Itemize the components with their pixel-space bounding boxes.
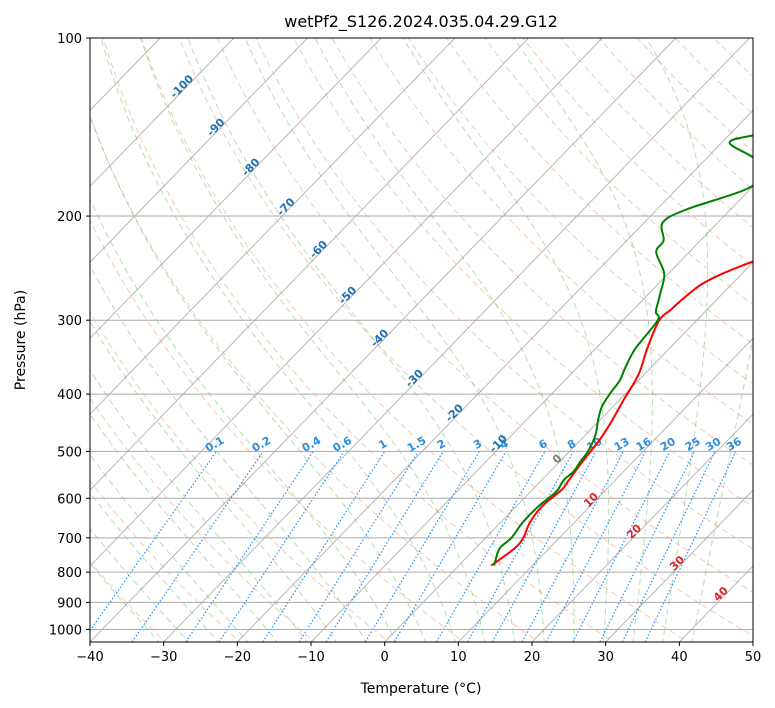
x-tick-label: −30 <box>150 650 177 665</box>
isotherm-line <box>90 38 677 642</box>
dry-adiabat-line <box>751 38 753 40</box>
dry-adiabat-line <box>331 38 753 466</box>
dry-adiabat-line <box>140 38 690 642</box>
x-tick-label: −40 <box>76 650 103 665</box>
mixing-ratio-line <box>298 451 419 642</box>
y-tick-label: 1000 <box>49 623 82 638</box>
y-tick-label: 400 <box>57 388 82 403</box>
moist-adiabat-line <box>90 113 427 642</box>
y-tick-label: 600 <box>57 492 82 507</box>
y-tick-label: 500 <box>57 445 82 460</box>
isotherm-line <box>90 38 529 491</box>
mixing-ratio-line <box>521 451 624 642</box>
plot-frame <box>89 37 754 643</box>
x-tick-label: 50 <box>745 650 762 665</box>
dry-adiabat-line <box>255 38 753 550</box>
isotherm-line <box>90 38 456 415</box>
y-tick-label: 100 <box>57 32 82 47</box>
isotherm-line <box>90 38 382 339</box>
isotherm-line <box>0 38 13 642</box>
x-tick-label: 0 <box>381 650 389 665</box>
y-tick-label: 800 <box>57 566 82 581</box>
mixing-ratio-line <box>262 451 386 642</box>
mixing-ratio-line <box>545 451 647 642</box>
chart-title: wetPf2_S126.2024.035.04.29.G12 <box>284 12 558 32</box>
dry-adiabat-line <box>217 38 753 593</box>
temperature-profile-line <box>490 260 753 567</box>
y-tick-label: 700 <box>57 532 82 547</box>
y-tick-label: 300 <box>57 314 82 329</box>
mixing-ratio-line <box>466 451 574 642</box>
isotherm-line <box>605 489 753 642</box>
mixing-ratio-line <box>435 451 546 642</box>
isotherm-line <box>457 337 753 642</box>
x-tick-label: 30 <box>597 650 614 665</box>
isotherm-line <box>90 38 235 188</box>
pressure-gridlines <box>90 37 753 630</box>
x-tick-label: −10 <box>297 650 324 665</box>
y-tick-label: 200 <box>57 210 82 225</box>
dry-adiabat-line <box>293 38 753 508</box>
isotherm-line <box>90 38 603 567</box>
mixing-ratio-line <box>644 451 737 642</box>
y-axis-title: Pressure (hPa) <box>13 290 29 390</box>
isotherm-line <box>531 413 753 642</box>
isotherm-line <box>236 109 753 642</box>
y-tick-label: 900 <box>57 596 82 611</box>
mixing-ratio-line <box>90 451 217 632</box>
y-axis: 100 200 300 400 500 600 700 800 900 1000 <box>49 32 90 638</box>
mixing-ratio-line <box>218 451 345 642</box>
isotherm-line <box>90 38 308 263</box>
dry-adiabat-line <box>90 218 465 642</box>
x-axis-title: Temperature (°C) <box>360 681 482 697</box>
dewpoint-profile-line <box>493 134 753 566</box>
mixing-ratio-line <box>572 451 671 642</box>
isotherm-line <box>384 261 753 642</box>
profile-lines <box>490 134 753 567</box>
isotherm-line <box>163 38 750 642</box>
isotherm-line <box>752 641 753 642</box>
x-axis: −40 −30 −20 −10 0 10 20 30 40 50 <box>76 642 761 665</box>
dry-adiabat-line <box>369 38 753 425</box>
plot-background <box>90 38 753 642</box>
x-tick-label: 40 <box>671 650 688 665</box>
x-tick-label: −20 <box>224 650 251 665</box>
mixing-ratio-line <box>599 451 696 642</box>
mixing-ratio-line <box>491 451 597 642</box>
mixing-ratio-line <box>131 451 264 642</box>
isotherm-line <box>310 185 753 642</box>
mixing-ratio-line <box>621 451 716 642</box>
dry-adiabat-line <box>90 311 391 642</box>
mixing-ratio-line <box>325 451 444 642</box>
x-tick-label: 10 <box>450 650 467 665</box>
moist-adiabat-line <box>90 264 367 642</box>
dry-adiabat-line <box>407 38 753 385</box>
x-tick-label: 20 <box>524 650 541 665</box>
